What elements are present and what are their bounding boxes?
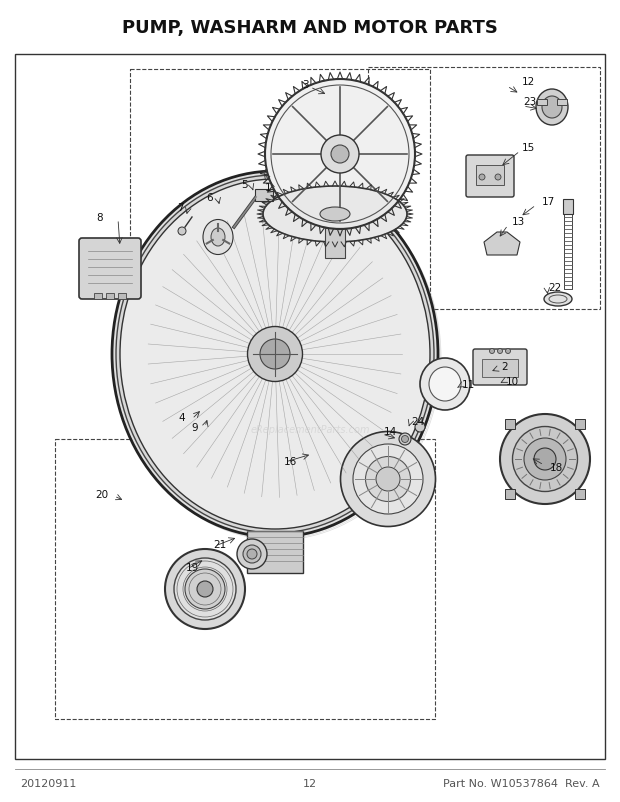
Ellipse shape (247, 549, 257, 559)
Text: 23: 23 (523, 97, 537, 107)
Ellipse shape (112, 172, 438, 537)
Text: PUMP, WASHARM AND MOTOR PARTS: PUMP, WASHARM AND MOTOR PARTS (122, 19, 498, 37)
Text: Part No. W10537864  Rev. A: Part No. W10537864 Rev. A (443, 778, 600, 788)
Ellipse shape (260, 339, 290, 370)
Text: 15: 15 (521, 143, 534, 153)
Ellipse shape (500, 415, 590, 504)
Ellipse shape (178, 228, 186, 236)
Text: 8: 8 (97, 213, 104, 223)
Text: 20120911: 20120911 (20, 778, 76, 788)
Text: 6: 6 (206, 192, 213, 203)
Text: 5: 5 (241, 180, 247, 190)
Ellipse shape (247, 327, 303, 382)
Ellipse shape (203, 221, 233, 255)
Ellipse shape (174, 558, 236, 620)
Bar (505, 490, 515, 500)
Text: 1: 1 (265, 183, 272, 192)
Text: 3: 3 (302, 80, 308, 90)
Text: 17: 17 (541, 196, 555, 207)
Text: 12: 12 (521, 77, 534, 87)
Ellipse shape (243, 545, 261, 563)
FancyBboxPatch shape (79, 239, 141, 300)
Ellipse shape (534, 448, 556, 471)
Ellipse shape (415, 423, 425, 432)
Text: 7: 7 (177, 203, 184, 213)
Bar (505, 419, 515, 429)
Ellipse shape (505, 349, 510, 354)
Text: 2: 2 (502, 362, 508, 371)
Bar (247, 532, 303, 573)
Bar (557, 100, 567, 106)
Bar (55, 439, 435, 719)
Ellipse shape (495, 175, 501, 180)
Ellipse shape (490, 349, 495, 354)
Bar (118, 294, 126, 300)
Ellipse shape (237, 539, 267, 569)
Ellipse shape (497, 349, 502, 354)
Ellipse shape (353, 444, 423, 514)
Text: 14: 14 (383, 427, 397, 436)
Text: 18: 18 (549, 463, 562, 472)
Ellipse shape (544, 293, 572, 306)
Bar (563, 200, 573, 215)
Text: 16: 16 (283, 456, 296, 467)
Bar (368, 68, 600, 310)
Bar (482, 359, 518, 378)
Text: 19: 19 (185, 562, 198, 573)
FancyBboxPatch shape (466, 156, 514, 198)
Text: 21: 21 (213, 539, 227, 549)
Text: 11: 11 (461, 379, 475, 390)
Text: 9: 9 (192, 423, 198, 432)
Ellipse shape (120, 180, 430, 529)
Bar (94, 294, 102, 300)
Text: 12: 12 (303, 778, 317, 788)
Text: 20: 20 (95, 489, 108, 500)
Ellipse shape (165, 549, 245, 630)
Ellipse shape (402, 436, 409, 443)
Ellipse shape (536, 90, 568, 126)
Bar (575, 419, 585, 429)
Ellipse shape (366, 457, 410, 502)
Text: eReplacementParts.com: eReplacementParts.com (250, 424, 370, 435)
Ellipse shape (263, 187, 407, 243)
Ellipse shape (197, 581, 213, 597)
Ellipse shape (340, 432, 435, 527)
Text: 10: 10 (505, 376, 518, 387)
Bar (130, 70, 430, 294)
Ellipse shape (420, 358, 470, 411)
Ellipse shape (479, 175, 485, 180)
Ellipse shape (265, 80, 415, 229)
Ellipse shape (320, 208, 350, 221)
Ellipse shape (429, 367, 461, 402)
Ellipse shape (399, 433, 411, 445)
Ellipse shape (331, 146, 349, 164)
Bar (537, 100, 547, 106)
Ellipse shape (513, 427, 577, 492)
Ellipse shape (321, 136, 359, 174)
Text: 13: 13 (512, 217, 525, 227)
Ellipse shape (185, 569, 225, 610)
Bar (15, 55, 605, 759)
Bar (255, 190, 273, 202)
Ellipse shape (211, 229, 225, 247)
Text: 4: 4 (179, 412, 185, 423)
Polygon shape (484, 233, 520, 256)
Bar (564, 215, 572, 290)
Ellipse shape (524, 439, 566, 480)
FancyBboxPatch shape (473, 350, 527, 386)
Ellipse shape (542, 97, 562, 119)
Bar (106, 294, 114, 300)
Bar (575, 490, 585, 500)
Ellipse shape (116, 176, 434, 533)
Text: 24: 24 (412, 416, 425, 427)
Ellipse shape (376, 468, 400, 492)
Bar (325, 229, 345, 259)
Text: 22: 22 (548, 282, 562, 293)
Bar (476, 166, 504, 186)
